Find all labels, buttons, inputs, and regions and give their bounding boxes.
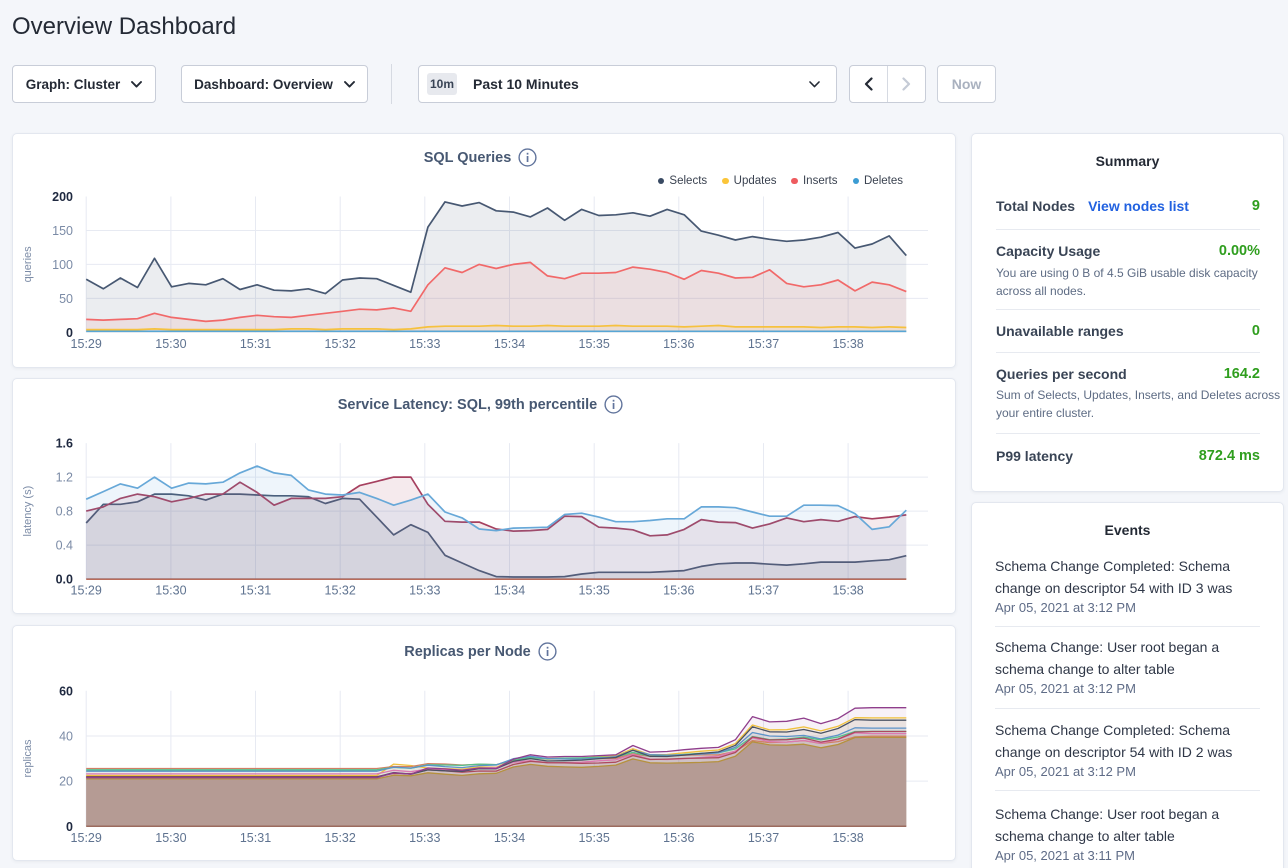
svg-text:15:36: 15:36 bbox=[663, 584, 694, 598]
svg-text:15:34: 15:34 bbox=[494, 337, 525, 351]
svg-text:15:31: 15:31 bbox=[240, 584, 271, 598]
svg-text:15:30: 15:30 bbox=[155, 584, 186, 598]
svg-text:1.2: 1.2 bbox=[56, 471, 73, 485]
svg-text:0.0: 0.0 bbox=[56, 573, 73, 587]
svg-text:15:29: 15:29 bbox=[71, 337, 102, 351]
svg-text:15:29: 15:29 bbox=[71, 584, 102, 598]
svg-text:0: 0 bbox=[66, 820, 73, 834]
svg-text:replicas: replicas bbox=[22, 739, 34, 777]
svg-text:15:32: 15:32 bbox=[325, 584, 356, 598]
svg-text:20: 20 bbox=[59, 775, 73, 789]
svg-text:40: 40 bbox=[59, 730, 73, 744]
svg-text:200: 200 bbox=[52, 190, 73, 204]
svg-text:100: 100 bbox=[52, 258, 73, 272]
svg-text:15:36: 15:36 bbox=[663, 337, 694, 351]
svg-text:15:33: 15:33 bbox=[409, 831, 440, 845]
svg-text:0.4: 0.4 bbox=[56, 539, 73, 553]
svg-text:150: 150 bbox=[52, 224, 73, 238]
svg-text:15:35: 15:35 bbox=[579, 831, 610, 845]
svg-text:15:30: 15:30 bbox=[155, 337, 186, 351]
svg-text:15:29: 15:29 bbox=[71, 831, 102, 845]
svg-text:15:38: 15:38 bbox=[832, 584, 863, 598]
svg-text:15:34: 15:34 bbox=[494, 831, 525, 845]
svg-text:15:32: 15:32 bbox=[325, 337, 356, 351]
svg-text:15:35: 15:35 bbox=[579, 337, 610, 351]
svg-text:15:37: 15:37 bbox=[748, 337, 779, 351]
svg-text:15:34: 15:34 bbox=[494, 584, 525, 598]
svg-text:queries: queries bbox=[22, 246, 34, 283]
svg-text:15:38: 15:38 bbox=[832, 831, 863, 845]
svg-text:0.8: 0.8 bbox=[56, 505, 73, 519]
svg-text:50: 50 bbox=[59, 292, 73, 306]
svg-text:15:32: 15:32 bbox=[325, 831, 356, 845]
svg-text:15:37: 15:37 bbox=[748, 831, 779, 845]
svg-text:15:31: 15:31 bbox=[240, 337, 271, 351]
svg-text:15:36: 15:36 bbox=[663, 831, 694, 845]
svg-text:15:31: 15:31 bbox=[240, 831, 271, 845]
svg-text:15:33: 15:33 bbox=[409, 337, 440, 351]
svg-text:15:33: 15:33 bbox=[409, 584, 440, 598]
svg-text:0: 0 bbox=[66, 326, 73, 340]
svg-text:15:38: 15:38 bbox=[832, 337, 863, 351]
svg-text:15:30: 15:30 bbox=[155, 831, 186, 845]
svg-text:15:37: 15:37 bbox=[748, 584, 779, 598]
svg-text:1.6: 1.6 bbox=[56, 437, 73, 451]
svg-text:60: 60 bbox=[59, 684, 73, 698]
svg-text:15:35: 15:35 bbox=[579, 584, 610, 598]
svg-text:latency (s): latency (s) bbox=[22, 486, 34, 537]
